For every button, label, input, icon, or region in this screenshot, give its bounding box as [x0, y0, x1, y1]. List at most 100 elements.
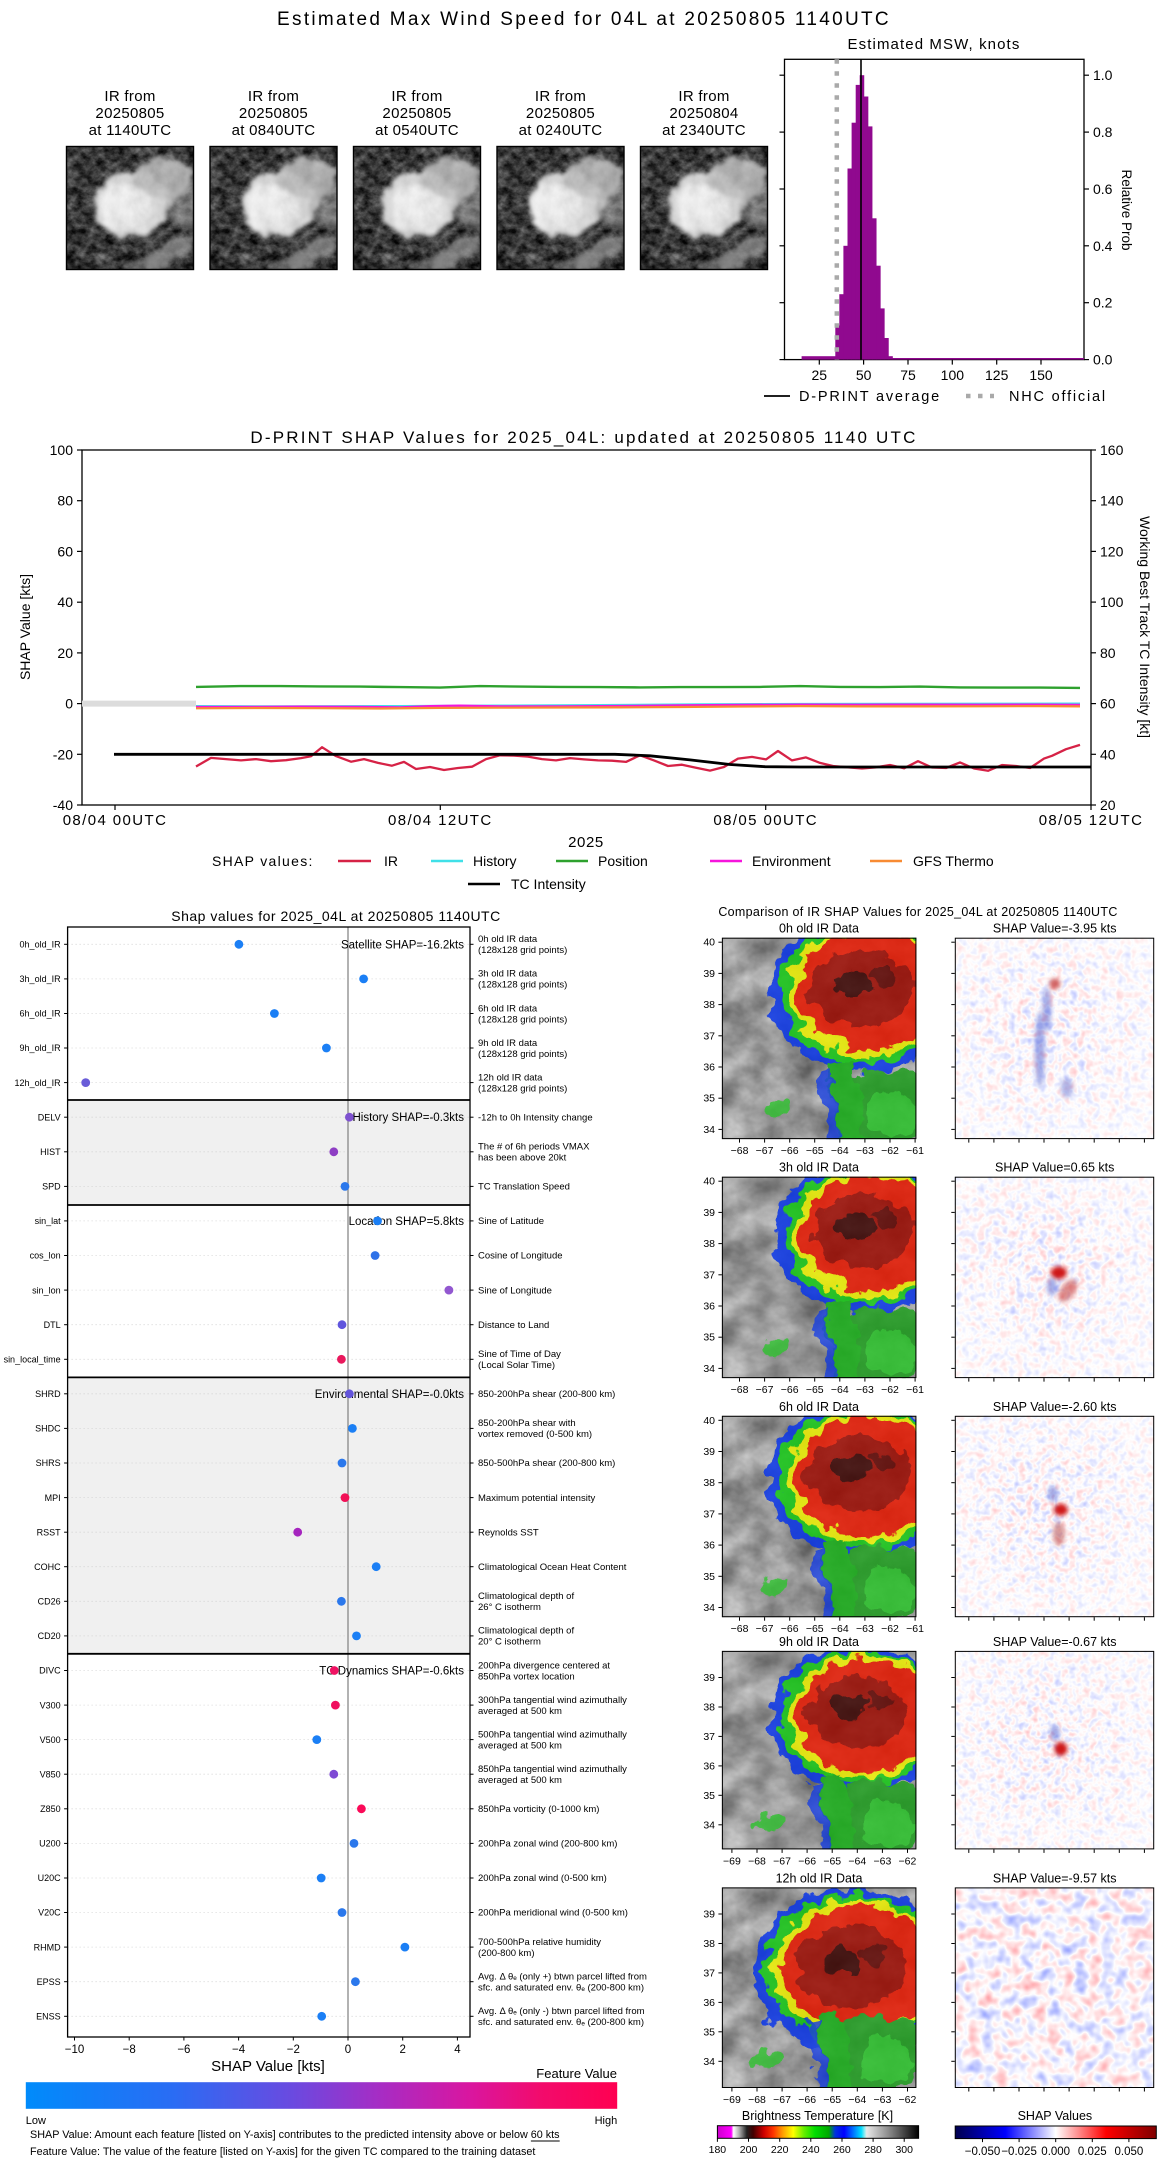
- svg-text:D-PRINT SHAP Values for 2025_0: D-PRINT SHAP Values for 2025_04L: update…: [250, 428, 917, 447]
- svg-text:−62: −62: [899, 2094, 917, 2106]
- svg-text:−68: −68: [748, 2094, 766, 2106]
- svg-text:RHMD: RHMD: [34, 1942, 61, 1952]
- svg-text:0.4: 0.4: [1093, 238, 1113, 254]
- svg-text:700-500hPa relative humidity: 700-500hPa relative humidity: [478, 1937, 601, 1948]
- svg-text:−67: −67: [756, 1623, 774, 1635]
- svg-text:38: 38: [703, 1701, 715, 1713]
- svg-text:Cosine of Longitude: Cosine of Longitude: [478, 1251, 563, 1262]
- svg-text:−66: −66: [798, 1855, 816, 1867]
- svg-text:200hPa zonal wind (0-500 km): 200hPa zonal wind (0-500 km): [478, 1873, 607, 1884]
- svg-text:1.0: 1.0: [1093, 67, 1113, 83]
- svg-text:12h old IR data: 12h old IR data: [478, 1072, 543, 1083]
- svg-text:0.025: 0.025: [1078, 2146, 1107, 2158]
- svg-text:(128x128 grid points): (128x128 grid points): [478, 1083, 567, 1094]
- svg-text:120: 120: [1100, 543, 1124, 559]
- svg-text:SHAP values:: SHAP values:: [212, 853, 314, 869]
- svg-text:0.0: 0.0: [1093, 352, 1113, 368]
- svg-text:Climatological depth of: Climatological depth of: [478, 1626, 574, 1637]
- svg-text:−0.050: −0.050: [965, 2146, 1001, 2158]
- svg-text:−67: −67: [773, 1855, 791, 1867]
- svg-text:Maximum potential intensity: Maximum potential intensity: [478, 1493, 595, 1504]
- svg-text:850hPa vorticity (0-1000 km): 850hPa vorticity (0-1000 km): [478, 1804, 599, 1815]
- svg-text:SHAP Value=-2.60 kts: SHAP Value=-2.60 kts: [993, 1400, 1117, 1414]
- svg-text:SHAP Value=-9.57 kts: SHAP Value=-9.57 kts: [993, 1871, 1117, 1885]
- svg-text:Z850: Z850: [40, 1804, 61, 1814]
- svg-text:SHAP Value [kts]: SHAP Value [kts]: [17, 574, 33, 680]
- svg-text:SHAP Value=-0.67 kts: SHAP Value=-0.67 kts: [993, 1635, 1117, 1649]
- svg-text:SPD: SPD: [42, 1182, 61, 1192]
- svg-text:History SHAP=-0.3kts: History SHAP=-0.3kts: [352, 1112, 464, 1124]
- svg-text:37: 37: [703, 1508, 715, 1520]
- svg-text:-20: -20: [53, 746, 73, 762]
- svg-text:TC Dynamics SHAP=-0.6kts: TC Dynamics SHAP=-0.6kts: [319, 1665, 464, 1677]
- svg-text:Satellite SHAP=-16.2kts: Satellite SHAP=-16.2kts: [341, 939, 464, 951]
- svg-text:75: 75: [900, 367, 916, 383]
- svg-text:Environment: Environment: [752, 853, 831, 869]
- svg-text:(128x128 grid points): (128x128 grid points): [478, 1049, 567, 1060]
- svg-text:DTL: DTL: [44, 1320, 61, 1330]
- svg-text:Sine of Latitude: Sine of Latitude: [478, 1216, 544, 1227]
- svg-text:9h old IR data: 9h old IR data: [478, 1038, 538, 1049]
- svg-text:TC Intensity: TC Intensity: [511, 876, 586, 892]
- svg-text:20250804: 20250804: [669, 105, 738, 122]
- svg-text:40: 40: [703, 937, 715, 949]
- svg-text:0h old IR data: 0h old IR data: [478, 934, 538, 945]
- svg-text:6h old IR Data: 6h old IR Data: [779, 1400, 859, 1414]
- svg-text:V300: V300: [40, 1700, 61, 1710]
- svg-text:35: 35: [703, 1093, 715, 1105]
- svg-text:Shap values for 2025_04L at 20: Shap values for 2025_04L at 20250805 114…: [171, 908, 500, 924]
- svg-text:Climatological depth of: Climatological depth of: [478, 1591, 574, 1602]
- svg-text:36: 36: [703, 1760, 715, 1772]
- svg-text:08/05 00UTC: 08/05 00UTC: [713, 812, 818, 829]
- svg-text:SHDC: SHDC: [35, 1424, 61, 1434]
- svg-text:−61: −61: [906, 1145, 924, 1157]
- svg-text:EPSS: EPSS: [37, 1977, 61, 1987]
- svg-text:−68: −68: [748, 1855, 766, 1867]
- svg-text:80: 80: [1100, 645, 1116, 661]
- svg-text:Avg. Δ θₑ (only +) btwn parcel: Avg. Δ θₑ (only +) btwn parcel lifted fr…: [478, 1972, 647, 1983]
- svg-text:50: 50: [856, 367, 872, 383]
- svg-text:History: History: [473, 853, 517, 869]
- svg-text:Position: Position: [598, 853, 648, 869]
- svg-text:35: 35: [703, 2026, 715, 2038]
- svg-text:sfc. and saturated env. θₑ (20: sfc. and saturated env. θₑ (200-800 km): [478, 1983, 644, 1994]
- svg-text:150: 150: [1029, 367, 1053, 383]
- svg-text:240: 240: [802, 2144, 820, 2156]
- svg-text:26° C isotherm: 26° C isotherm: [478, 1602, 541, 1613]
- svg-text:DIVC: DIVC: [39, 1666, 61, 1676]
- svg-text:Relative Prob: Relative Prob: [1119, 169, 1134, 250]
- svg-text:has been above 20kt: has been above 20kt: [478, 1153, 567, 1164]
- svg-text:−64: −64: [848, 1855, 866, 1867]
- svg-text:Estimated MSW, knots: Estimated MSW, knots: [848, 36, 1021, 53]
- svg-text:Feature Value: The value of th: Feature Value: The value of the feature …: [30, 2146, 535, 2158]
- svg-text:35: 35: [703, 1332, 715, 1344]
- svg-text:Sine of Time of Day: Sine of Time of Day: [478, 1349, 561, 1360]
- svg-text:Comparison of IR SHAP Values f: Comparison of IR SHAP Values for 2025_04…: [718, 905, 1117, 919]
- svg-text:850-500hPa shear (200-800 km): 850-500hPa shear (200-800 km): [478, 1458, 615, 1469]
- svg-text:39: 39: [703, 1446, 715, 1458]
- svg-text:V20C: V20C: [38, 1908, 61, 1918]
- svg-text:3h_old_IR: 3h_old_IR: [20, 974, 62, 984]
- svg-text:39: 39: [703, 1909, 715, 1921]
- svg-text:at 0240UTC: at 0240UTC: [519, 122, 603, 139]
- svg-text:−68: −68: [731, 1623, 749, 1635]
- svg-text:D-PRINT average: D-PRINT average: [799, 389, 941, 405]
- svg-text:IR from: IR from: [391, 88, 442, 105]
- svg-text:IR from: IR from: [248, 88, 299, 105]
- svg-text:V500: V500: [40, 1735, 61, 1745]
- svg-text:SHAP Value [kts]: SHAP Value [kts]: [211, 2058, 325, 2075]
- svg-text:−63: −63: [856, 1145, 874, 1157]
- svg-text:Brightness Temperature [K]: Brightness Temperature [K]: [742, 2109, 893, 2123]
- svg-text:−65: −65: [823, 2094, 841, 2106]
- svg-text:300: 300: [895, 2144, 913, 2156]
- svg-text:−10: −10: [65, 2044, 85, 2056]
- svg-text:37: 37: [703, 1269, 715, 1281]
- svg-text:−65: −65: [806, 1384, 824, 1396]
- svg-text:−62: −62: [881, 1145, 899, 1157]
- svg-text:40: 40: [703, 1176, 715, 1188]
- svg-text:260: 260: [833, 2144, 851, 2156]
- svg-text:39: 39: [703, 968, 715, 980]
- svg-text:−65: −65: [806, 1145, 824, 1157]
- svg-text:sin_local_time: sin_local_time: [4, 1354, 61, 1364]
- svg-text:35: 35: [703, 1790, 715, 1802]
